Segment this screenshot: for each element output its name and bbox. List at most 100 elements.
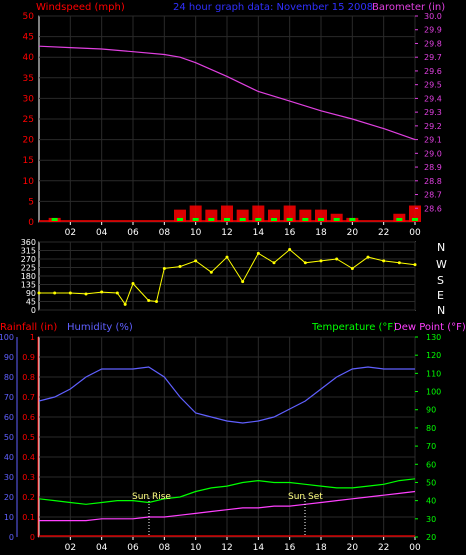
x-tick-label: 14 xyxy=(253,228,265,238)
series-layer xyxy=(37,45,421,537)
direction-tick-label: 270 xyxy=(21,255,36,264)
barometer-tick-label: 29.0 xyxy=(424,149,442,158)
x-tick-label: 10 xyxy=(190,228,202,238)
direction-point xyxy=(68,291,72,295)
windspeed-bar xyxy=(189,205,202,222)
direction-point xyxy=(319,259,323,263)
barometer-tick-label: 29.4 xyxy=(424,94,442,103)
direction-tick-label: 90 xyxy=(26,289,36,298)
windspeed-tick-label: 35 xyxy=(23,74,34,84)
humidity-tick-label: 80 xyxy=(4,373,14,382)
direction-point xyxy=(288,248,292,252)
rainfall-tick-label: 0.2 xyxy=(22,493,35,502)
barometer-axis-label: Barometer (in) xyxy=(372,2,445,13)
x-tick-label: 04 xyxy=(96,228,108,238)
wind-gust-mark xyxy=(349,218,356,221)
humidity-tick-label: 50 xyxy=(4,433,14,442)
direction-point xyxy=(350,266,354,270)
barometer-tick-label: 28.7 xyxy=(424,191,442,200)
direction-point xyxy=(37,291,41,295)
wind-gust-mark xyxy=(396,218,403,221)
x-tick-label: 12 xyxy=(221,543,232,553)
temperature-tick-label: 120 xyxy=(426,351,441,360)
rainfall-tick-label: 0.9 xyxy=(22,353,35,362)
direction-point xyxy=(115,291,119,295)
windspeed-tick-label: 40 xyxy=(23,53,35,63)
direction-tick-label: 315 xyxy=(21,247,36,256)
windspeed-bar xyxy=(409,205,421,222)
temperature-tick-label: 90 xyxy=(426,406,436,415)
direction-point xyxy=(413,263,417,267)
x-tick-label: 08 xyxy=(159,228,171,238)
barometer-tick-label: 28.9 xyxy=(424,163,442,172)
windspeed-tick-label: 10 xyxy=(23,177,35,187)
direction-label-n-top: N xyxy=(437,241,445,254)
x-tick-label: 16 xyxy=(284,543,296,553)
wind-gust-mark xyxy=(271,218,277,221)
barometer-tick-label: 29.8 xyxy=(424,39,442,48)
x-tick-label: 02 xyxy=(65,228,76,238)
direction-point xyxy=(53,291,57,295)
temperature-tick-label: 20 xyxy=(426,533,436,542)
direction-point xyxy=(84,292,88,296)
direction-point xyxy=(194,259,198,263)
temperature-tick-label: 110 xyxy=(426,369,441,378)
direction-tick-label: 0 xyxy=(31,306,36,315)
wind-gust-mark xyxy=(239,218,246,221)
x-tick-label: 18 xyxy=(315,543,327,553)
windspeed-tick-label: 15 xyxy=(23,156,34,166)
direction-tick-label: 135 xyxy=(21,281,36,290)
direction-point xyxy=(272,261,276,265)
humidity-tick-label: 0 xyxy=(9,533,14,542)
x-tick-label: 22 xyxy=(378,228,389,238)
x-tick-label: 10 xyxy=(190,543,202,553)
x-tick-label: 18 xyxy=(315,228,327,238)
temperature-tick-label: 60 xyxy=(426,460,436,469)
wind-gust-mark xyxy=(333,218,340,221)
windspeed-bar xyxy=(252,205,265,222)
x-tick-label: 00 xyxy=(409,228,421,238)
windspeed-tick-label: 0 xyxy=(28,218,34,228)
grid-layer xyxy=(39,15,416,538)
wind-gust-mark xyxy=(412,218,418,221)
windspeed-tick-label: 50 xyxy=(23,12,35,22)
barometer-tick-label: 29.6 xyxy=(424,67,442,76)
windspeed-tick-label: 45 xyxy=(23,33,34,43)
rainfall-tick-label: 0 xyxy=(30,533,35,542)
temperature-tick-label: 80 xyxy=(426,424,436,433)
barometer-tick-label: 28.6 xyxy=(424,204,442,213)
x-tick-label: 20 xyxy=(347,543,359,553)
barometer-tick-label: 29.3 xyxy=(424,108,442,117)
barometer-line xyxy=(38,45,416,141)
dewpoint-line xyxy=(39,490,416,522)
dewpoint-axis-label: Dew Point (°F) xyxy=(394,322,466,333)
direction-point xyxy=(209,270,213,274)
x-tick-label: 06 xyxy=(127,543,139,553)
direction-point xyxy=(131,282,135,286)
x-tick-label: 08 xyxy=(159,543,171,553)
direction-point xyxy=(225,255,229,259)
wind-gust-mark xyxy=(318,218,324,221)
sunrise-label: Sun Rise xyxy=(132,492,171,502)
rainfall-tick-label: 0.7 xyxy=(22,393,35,402)
direction-label-w: W xyxy=(436,258,447,271)
temperature-axis-label: Temperature (°F) xyxy=(311,322,397,333)
windspeed-bar xyxy=(283,205,296,222)
temperature-tick-label: 30 xyxy=(426,515,436,524)
direction-point xyxy=(335,257,339,261)
direction-point xyxy=(178,265,182,269)
barometer-tick-label: 29.2 xyxy=(424,122,442,131)
barometer-tick-label: 29.9 xyxy=(424,26,442,35)
rainfall-axis-label: Rainfall (in) xyxy=(0,322,57,333)
wind-gust-mark xyxy=(255,218,262,221)
windspeed-bar xyxy=(393,213,406,222)
x-tick-label: 16 xyxy=(284,228,296,238)
chart-date-title: 24 hour graph data: November 15 2008 xyxy=(173,2,373,13)
rainfall-tick-label: 0.6 xyxy=(22,413,35,422)
wind-gust-mark xyxy=(208,218,215,221)
barometer-tick-label: 29.1 xyxy=(424,136,442,145)
direction-point xyxy=(397,261,401,265)
rainfall-tick-label: 0.1 xyxy=(22,513,35,522)
